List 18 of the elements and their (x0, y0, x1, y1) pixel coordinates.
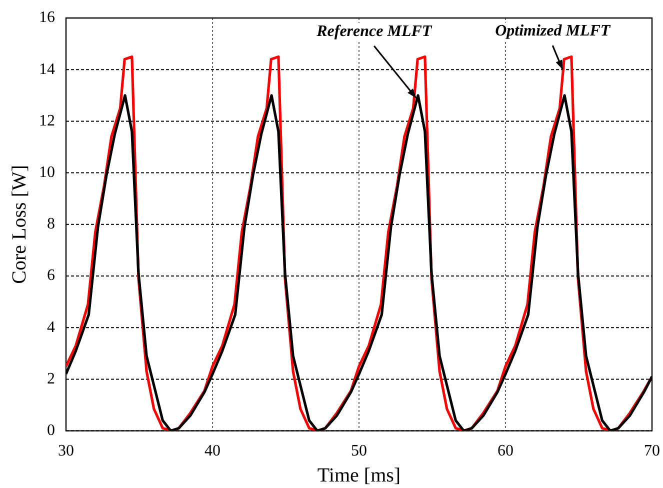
y-tick-label: 4 (47, 318, 55, 336)
y-axis-title: Core Loss [W] (8, 164, 30, 284)
y-tick-label: 8 (47, 216, 55, 233)
x-tick-label: 70 (644, 442, 660, 460)
x-tick-label: 40 (204, 442, 220, 460)
y-tick-label: 14 (39, 60, 55, 78)
x-tick-label: 50 (351, 442, 367, 460)
x-axis-title: Time [ms] (317, 464, 401, 486)
y-tick-label: 6 (47, 267, 55, 284)
y-tick-label: 16 (39, 9, 55, 26)
annotation: Optimized MLFT (495, 22, 612, 40)
x-tick-label: 60 (498, 442, 514, 460)
annotation: Reference MLFT (316, 23, 433, 40)
x-tick-label: 30 (58, 442, 74, 460)
y-tick-label: 2 (47, 370, 55, 388)
y-tick-label: 10 (39, 164, 55, 182)
y-tick-label: 0 (47, 422, 55, 440)
y-tick-label: 12 (39, 112, 55, 130)
